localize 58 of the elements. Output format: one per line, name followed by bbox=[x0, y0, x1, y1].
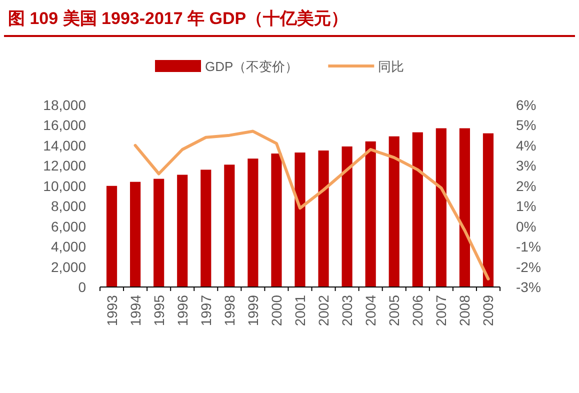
y2-tick-label: 4% bbox=[516, 137, 536, 154]
x-tick-label: 2002 bbox=[316, 294, 332, 326]
y2-tick-label: -3% bbox=[516, 279, 541, 295]
chart-title: 图 109 美国 1993-2017 年 GDP（十亿美元） bbox=[8, 9, 348, 28]
bar bbox=[224, 164, 235, 287]
y2-tick-label: 6% bbox=[516, 97, 536, 113]
y-tick-label: 12,000 bbox=[43, 158, 86, 174]
y-tick-label: 0 bbox=[78, 279, 86, 295]
x-tick-label: 2005 bbox=[386, 294, 402, 326]
line-series bbox=[134, 130, 490, 280]
bar bbox=[388, 136, 400, 287]
bar bbox=[412, 132, 423, 287]
x-tick-label: 1995 bbox=[150, 294, 167, 326]
bar bbox=[130, 182, 141, 287]
legend-label: 同比 bbox=[378, 59, 404, 74]
y2-tick-label: 5% bbox=[516, 117, 536, 134]
bar bbox=[248, 158, 258, 287]
y-tick-label: 14,000 bbox=[43, 137, 86, 154]
y2-tick-label: 0% bbox=[516, 218, 536, 234]
bar bbox=[200, 170, 212, 287]
y-tick-label: 6,000 bbox=[50, 218, 86, 234]
x-tick-label: 2009 bbox=[480, 294, 496, 326]
bar bbox=[177, 174, 188, 287]
bar bbox=[482, 133, 494, 287]
x-tick-label: 1999 bbox=[244, 294, 261, 326]
y2-tick-label: 3% bbox=[516, 158, 536, 174]
x-tick-label: 1996 bbox=[174, 294, 190, 326]
x-tick-label: 1998 bbox=[221, 294, 238, 326]
bar bbox=[365, 141, 376, 287]
x-tick-label: 2000 bbox=[268, 294, 284, 326]
bar bbox=[318, 150, 329, 287]
bar bbox=[459, 128, 470, 287]
x-tick-label: 2006 bbox=[410, 294, 426, 326]
x-tick-label: 2001 bbox=[292, 294, 308, 326]
y2-tick-label: -1% bbox=[516, 238, 541, 255]
y2-tick-label: -2% bbox=[516, 258, 541, 275]
bar bbox=[271, 154, 282, 287]
x-tick-label: 2003 bbox=[339, 294, 356, 326]
x-tick-label: 1997 bbox=[198, 294, 214, 326]
bar bbox=[106, 186, 118, 287]
x-tick-label: 2007 bbox=[433, 294, 450, 326]
bar bbox=[294, 152, 306, 287]
legend-label: GDP（不变价） bbox=[205, 59, 298, 74]
x-tick-label: 1994 bbox=[127, 294, 144, 326]
y2-tick-label: 1% bbox=[516, 198, 536, 214]
y-tick-label: 2,000 bbox=[50, 258, 86, 275]
y-tick-label: 8,000 bbox=[50, 198, 86, 214]
x-tick-label: 1993 bbox=[104, 294, 120, 326]
y-tick-label: 10,000 bbox=[43, 178, 86, 194]
x-tick-label: 2004 bbox=[362, 294, 379, 326]
bar bbox=[154, 178, 164, 287]
y-tick-label: 16,000 bbox=[43, 117, 86, 134]
bar bbox=[436, 128, 446, 287]
x-tick-label: 2008 bbox=[456, 294, 473, 326]
y2-tick-label: 2% bbox=[516, 178, 536, 194]
bar bbox=[342, 146, 352, 287]
y-tick-label: 18,000 bbox=[43, 97, 86, 113]
y-tick-label: 4,000 bbox=[50, 238, 86, 255]
